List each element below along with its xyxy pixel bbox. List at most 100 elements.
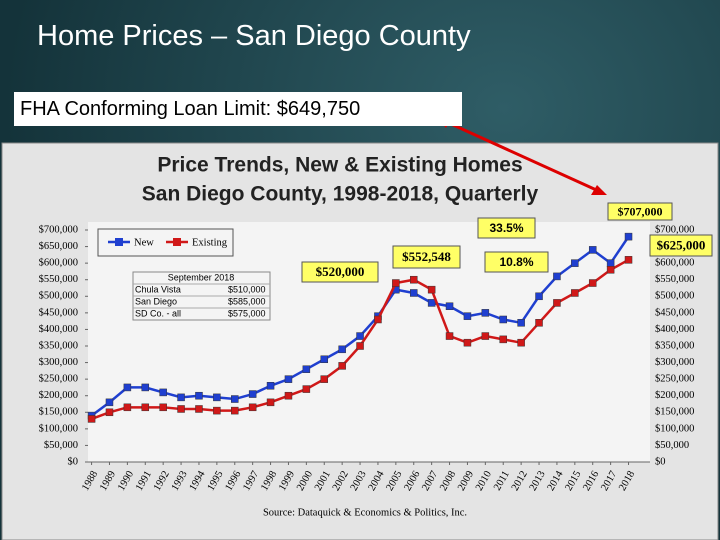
point (427, 285, 436, 294)
point (606, 259, 615, 267)
point (231, 395, 239, 403)
point (624, 256, 633, 264)
y-tick-label: $50,000 (44, 440, 78, 451)
y-tick-label: $150,000 (39, 407, 78, 418)
y-tick-label: $100,000 (39, 423, 78, 434)
annotation: $707,000 (618, 204, 663, 218)
point (123, 403, 132, 412)
annotation-box (301, 261, 379, 283)
y-tick-label: $350,000 (39, 340, 78, 351)
annotation-box (392, 245, 461, 269)
point (195, 391, 203, 400)
arrow (439, 117, 604, 195)
y2-tick-label: $550,000 (655, 274, 694, 285)
y2-tick-label: $300,000 (655, 357, 694, 368)
point (284, 375, 293, 383)
y2-tick-label: $500,000 (655, 291, 694, 302)
point (409, 275, 418, 284)
table-cell: SD Co. - all (135, 308, 181, 318)
point (266, 398, 275, 407)
legend-swatch (173, 238, 181, 246)
y2-tick-label: $350,000 (655, 340, 694, 351)
point (177, 393, 185, 402)
y2-tick-label: $700,000 (655, 224, 694, 235)
y2-tick-label: $450,000 (655, 307, 694, 318)
y-tick-label: $300,000 (39, 357, 78, 368)
point (517, 338, 525, 347)
annotation: 10.8% (499, 255, 533, 269)
point (302, 365, 311, 373)
annotation: $520,000 (316, 264, 365, 279)
chart-subtitle: San Diego County, 1998-2018, Quarterly (142, 183, 539, 206)
y2-tick-label: $250,000 (655, 374, 694, 385)
chart-title: Price Trends, New & Existing Homes (157, 154, 522, 177)
point (213, 393, 221, 402)
point (553, 299, 561, 307)
point (624, 232, 633, 241)
annotation-box (607, 202, 673, 221)
point (356, 342, 364, 350)
point (553, 272, 561, 281)
table-cell: Chula Vista (135, 284, 181, 294)
annotation: 33.5% (489, 221, 523, 235)
callout: FHA Conforming Loan Limit: $649,750 (14, 92, 462, 126)
point (105, 398, 114, 407)
point (499, 335, 507, 344)
y-tick-label: $700,000 (39, 224, 78, 235)
table-cell: $510,000 (228, 284, 266, 294)
annotation-box (649, 234, 713, 257)
point (231, 406, 239, 415)
point (463, 312, 472, 320)
point (588, 246, 597, 254)
point (213, 406, 221, 415)
point (159, 388, 167, 397)
point (338, 362, 346, 370)
y2-tick-label: $400,000 (655, 324, 694, 335)
point (588, 279, 597, 287)
y-tick-label: $600,000 (39, 258, 78, 269)
inset-title: September 2018 (168, 272, 235, 282)
point (392, 279, 400, 287)
y2-tick-label: $100,000 (655, 423, 694, 434)
point (248, 403, 257, 412)
point (571, 289, 579, 297)
annotation: $625,000 (657, 237, 706, 252)
arrow-head (591, 185, 607, 195)
y-tick-label: $450,000 (39, 307, 78, 318)
point (248, 390, 257, 398)
table-cell: San Diego (135, 296, 177, 306)
point (445, 302, 454, 310)
annotation-box (484, 251, 549, 273)
point (535, 319, 543, 327)
legend-label: New (134, 237, 154, 248)
point (87, 415, 96, 423)
point (141, 383, 150, 392)
y2-tick-label: $200,000 (655, 390, 694, 401)
legend-swatch (115, 238, 123, 246)
point (517, 319, 525, 327)
point (481, 309, 490, 317)
y2-tick-label: $600,000 (655, 258, 694, 269)
point (159, 403, 167, 412)
plot-area (88, 222, 650, 462)
point (409, 289, 418, 297)
y2-tick-label: $150,000 (655, 407, 694, 418)
slide-title: Home Prices – San Diego County (37, 20, 471, 52)
point (606, 266, 615, 274)
point (284, 391, 293, 400)
point (338, 345, 346, 354)
legend-label: Existing (192, 237, 228, 248)
annotation: $552,548 (402, 249, 451, 264)
point (320, 355, 329, 364)
y2-tick-label: $50,000 (655, 440, 689, 451)
point (535, 292, 543, 301)
point (427, 299, 436, 307)
point (374, 315, 382, 324)
y-tick-label: $0 (68, 456, 79, 467)
point (266, 382, 275, 390)
y-tick-label: $650,000 (39, 241, 78, 252)
point (481, 332, 490, 340)
point (302, 385, 311, 393)
